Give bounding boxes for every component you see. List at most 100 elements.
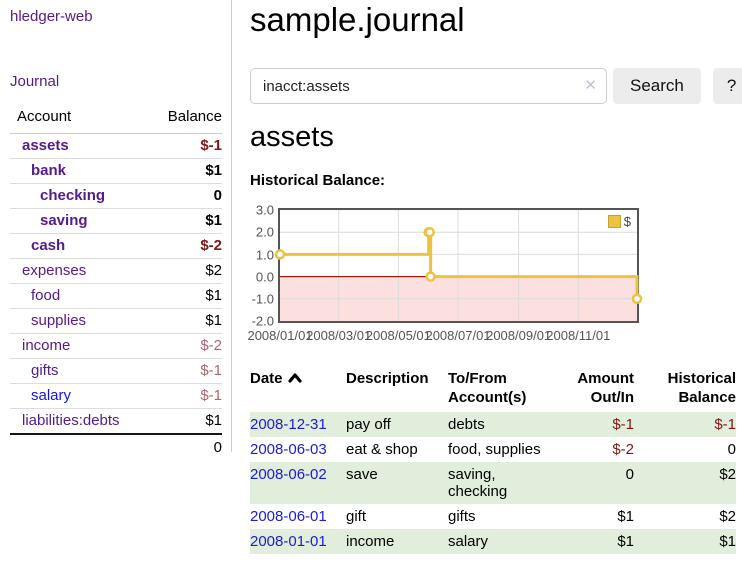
transaction-balance: $2 [719, 466, 736, 484]
account-link[interactable]: checking [40, 187, 106, 204]
clear-search-icon[interactable]: ✕ [584, 77, 597, 95]
account-row: bank $1 [10, 158, 222, 184]
transaction-date-link[interactable]: 2008-06-03 [250, 441, 327, 459]
transaction-amount: $1 [617, 533, 634, 551]
account-row: income $-2 [10, 333, 222, 359]
register-row: 2008-12-31 pay off debts $-1 $-1 [250, 412, 736, 438]
chart-plot-area[interactable]: $ [274, 208, 643, 324]
account-row: saving $1 [10, 208, 222, 234]
register-row: 2008-06-03 eat & shop food, supplies $-2 0 [250, 437, 736, 462]
account-row: supplies $1 [10, 308, 222, 334]
register-header-row: Date Description To/From Account(s) Amou… [250, 367, 736, 412]
legend-swatch-icon [607, 215, 621, 229]
transaction-date-link[interactable]: 2008-06-01 [250, 508, 327, 526]
account-balance: $2 [146, 258, 222, 284]
chart-title: Historical Balance: [250, 172, 386, 190]
transaction-description: gift [346, 508, 367, 526]
account-link[interactable]: saving [40, 212, 88, 229]
account-link[interactable]: cash [31, 237, 66, 254]
y-axis-tick-label: 1.0 [255, 247, 274, 263]
account-balance: $1 [146, 308, 222, 334]
transaction-date-link[interactable]: 2008-01-01 [250, 533, 327, 551]
account-balance: $-1 [146, 383, 222, 409]
register-header-amount: Amount Out/In [577, 370, 634, 407]
main-panel: sample.journal ✕ Search ? assets Histori… [232, 0, 742, 555]
accounts-header-account: Account [10, 106, 146, 134]
sort-ascending-icon [287, 373, 302, 383]
chart-legend: $ [606, 214, 632, 230]
y-axis-tick-label: 2.0 [255, 224, 274, 240]
transaction-accounts: food, supplies [448, 441, 541, 459]
brand-link[interactable]: hledger-web [10, 8, 93, 25]
x-axis-tick-label: 2008/11/01 [546, 328, 611, 344]
account-balance: $1 [146, 283, 222, 309]
account-link[interactable]: gifts [31, 362, 59, 379]
accounts-table: Account Balance assets $-1 bank $1 checking 0… [10, 106, 222, 461]
account-row: checking 0 [10, 183, 222, 209]
accounts-total-row: 0 [10, 433, 222, 461]
register-header-balance: Historical Balance [667, 370, 736, 407]
x-axis-tick-label: 2008/05/01 [365, 328, 431, 344]
y-axis-tick-label: -1.0 [251, 291, 274, 307]
transaction-balance: 0 [727, 441, 736, 459]
account-link[interactable]: income [22, 337, 71, 354]
transaction-accounts: salary [448, 533, 489, 551]
account-balance: $-1 [146, 133, 222, 159]
accounts-total-spacer [10, 433, 146, 461]
account-row: salary $-1 [10, 383, 222, 409]
account-row: liabilities:debts $1 [10, 408, 222, 435]
accounts-total-value: 0 [146, 433, 222, 461]
transaction-accounts: saving, checking [448, 466, 508, 501]
transaction-description: save [346, 466, 378, 484]
x-axis-tick-label: 2008/03/01 [306, 328, 372, 344]
y-axis-tick-label: -2.0 [251, 313, 274, 329]
account-link[interactable]: salary [31, 387, 72, 404]
account-balance: 0 [146, 183, 222, 209]
register-header-accounts: To/From Account(s) [448, 370, 527, 407]
help-button[interactable]: ? [712, 68, 742, 105]
nav-journal-link[interactable]: Journal [10, 73, 60, 90]
x-axis-tick-label: 2008/09/01 [486, 328, 552, 344]
transaction-balance: $-1 [714, 416, 736, 434]
account-balance: $-1 [146, 358, 222, 384]
transaction-balance: $2 [719, 508, 736, 526]
transaction-accounts: debts [448, 416, 485, 434]
transaction-description: income [346, 533, 395, 551]
account-link[interactable]: liabilities:debts [22, 412, 120, 429]
transaction-date-link[interactable]: 2008-12-31 [250, 416, 327, 434]
transaction-date-link[interactable]: 2008-06-02 [250, 466, 327, 484]
account-row: gifts $-1 [10, 358, 222, 384]
y-axis-tick-label: 0.0 [255, 269, 274, 285]
register-header-date: Date [250, 367, 346, 412]
account-link[interactable]: expenses [22, 262, 87, 279]
account-balance: $-2 [146, 233, 222, 259]
account-link[interactable]: food [31, 287, 61, 304]
hledger-web-app: hledger-web Journal Account Balance asse… [0, 0, 742, 555]
register-row: 2008-01-01 income salary $1 $1 [250, 529, 736, 555]
account-link[interactable]: assets [22, 137, 69, 154]
register-header-description: Description [346, 370, 429, 388]
account-row: cash $-2 [10, 233, 222, 259]
page-title: sample.journal [250, 1, 465, 38]
accounts-header-balance: Balance [146, 106, 222, 134]
transaction-amount: 0 [625, 466, 634, 484]
y-axis-tick-label: 3.0 [255, 202, 274, 218]
search-box: ✕ [250, 68, 607, 105]
x-axis-tick-label: 2008/07/01 [425, 328, 491, 344]
search-form: ✕ Search ? [250, 68, 742, 105]
account-heading: assets [250, 121, 334, 154]
search-input[interactable] [250, 68, 607, 105]
account-link[interactable]: supplies [31, 312, 87, 329]
register-table: Date Description To/From Account(s) Amou… [250, 367, 736, 555]
register-row: 2008-06-01 gift gifts $1 $2 [250, 504, 736, 529]
accounts-table-header-row: Account Balance [10, 106, 222, 134]
account-row: expenses $2 [10, 258, 222, 284]
account-link[interactable]: bank [31, 162, 67, 179]
transaction-amount: $-2 [612, 441, 634, 459]
register-table-body: 2008-12-31 pay off debts $-1 $-1 2008-06-03 ea… [250, 412, 736, 555]
search-button[interactable]: Search [613, 68, 701, 105]
transaction-amount: $-1 [612, 416, 634, 434]
transaction-amount: $1 [617, 508, 634, 526]
sidebar: hledger-web Journal Account Balance asse… [0, 0, 232, 461]
transaction-description: pay off [346, 416, 391, 434]
